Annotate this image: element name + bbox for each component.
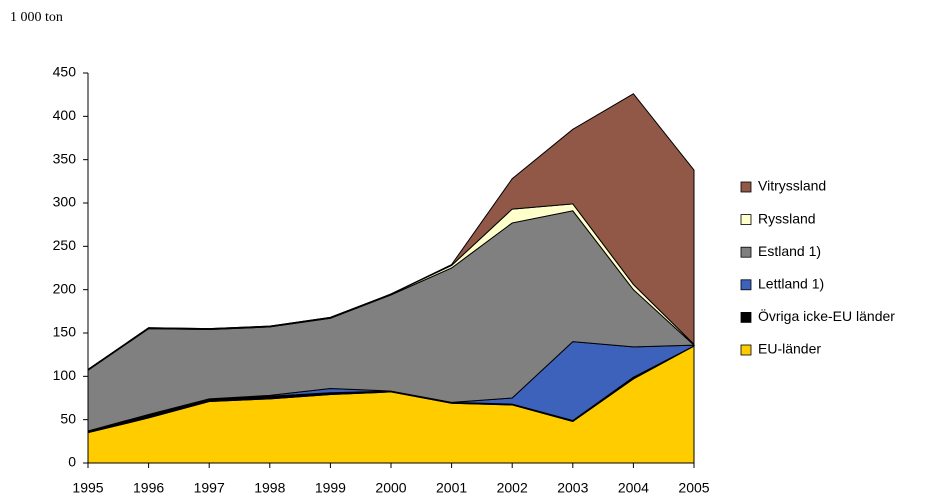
y-tick-label: 450 xyxy=(53,64,77,80)
y-tick-label: 0 xyxy=(68,454,76,470)
x-tick-label: 1998 xyxy=(254,480,285,496)
x-tick-label: 2003 xyxy=(557,480,588,496)
legend-label: EU-länder xyxy=(758,341,821,357)
x-tick-label: 1999 xyxy=(315,480,346,496)
y-tick-label: 50 xyxy=(60,410,76,426)
area xyxy=(87,93,695,370)
unit-label: 1 000 ton xyxy=(10,10,63,25)
legend-label: Lettland 1) xyxy=(758,276,824,292)
legend-label: Estland 1) xyxy=(758,243,821,259)
legend-swatch xyxy=(740,311,752,323)
legend-swatch xyxy=(740,181,752,193)
legend-label: Ryssland xyxy=(758,210,816,226)
legend-swatch xyxy=(740,214,752,226)
legend-label: Övriga icke-EU länder xyxy=(758,307,895,324)
x-tick-label: 1995 xyxy=(72,480,103,496)
legend-swatch xyxy=(740,344,752,356)
x-tick-label: 2004 xyxy=(618,480,649,496)
y-tick-label: 350 xyxy=(53,150,77,166)
x-tick-label: 2001 xyxy=(436,480,467,496)
x-tick-label: 2002 xyxy=(497,480,528,496)
x-tick-label: 1996 xyxy=(133,480,164,496)
legend-swatch xyxy=(740,246,752,258)
y-tick-label: 250 xyxy=(53,237,77,253)
y-tick-label: 400 xyxy=(53,107,77,123)
y-tick-label: 150 xyxy=(53,324,77,340)
y-tick-label: 200 xyxy=(53,280,77,296)
legend-swatch xyxy=(740,279,752,291)
x-tick-label: 1997 xyxy=(194,480,225,496)
x-tick-label: 2000 xyxy=(375,480,406,496)
legend-label: Vitryssland xyxy=(758,178,826,194)
y-tick-label: 300 xyxy=(53,194,77,210)
y-tick-label: 100 xyxy=(53,367,77,383)
x-tick-label: 2005 xyxy=(678,480,709,496)
